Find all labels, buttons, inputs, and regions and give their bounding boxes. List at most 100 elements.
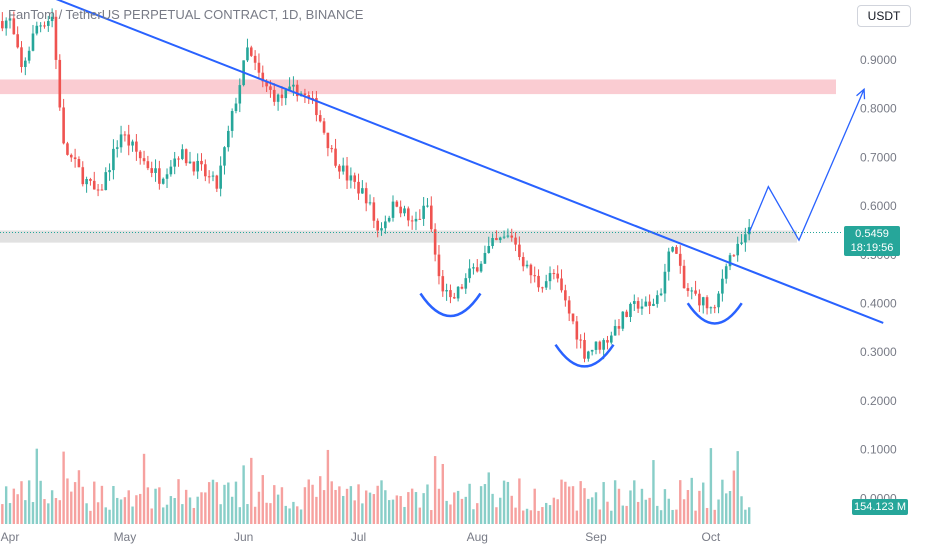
candle-body <box>169 166 173 175</box>
volume-bar <box>234 481 238 524</box>
volume-bar <box>472 509 475 524</box>
volume-bar <box>112 485 115 524</box>
y-tick-label: 0.8000 <box>860 102 897 116</box>
candle-body <box>387 217 391 222</box>
y-tick-label: 0.3000 <box>860 345 897 359</box>
candle-body <box>165 174 169 179</box>
candles <box>1 8 751 363</box>
volume-bar <box>211 479 215 524</box>
candle-body <box>587 351 590 359</box>
candle-body <box>284 89 288 99</box>
candle-body <box>652 303 655 306</box>
candle-body <box>184 149 188 164</box>
volume-bar <box>529 510 533 524</box>
volume-bar <box>154 488 157 524</box>
volume-bar <box>4 486 8 524</box>
candle-body <box>552 273 556 275</box>
candle-body <box>395 201 399 207</box>
candle-body <box>338 165 341 172</box>
volume-bar <box>590 497 594 524</box>
resistance-zone <box>0 79 836 95</box>
candle-body <box>721 278 724 294</box>
volume-bar <box>223 484 226 524</box>
candle-body <box>437 254 441 277</box>
candle-body <box>161 178 165 184</box>
volume-bar <box>303 487 307 524</box>
candle-body <box>456 286 460 299</box>
candle-body <box>648 301 651 306</box>
volume-bar <box>253 506 257 524</box>
volume-bar <box>571 486 575 524</box>
volume-bar <box>552 497 556 524</box>
candle-body <box>495 238 498 241</box>
candle-body <box>414 218 418 222</box>
volume-bar <box>81 486 84 524</box>
volume-bar <box>108 509 111 524</box>
candle-body <box>357 181 360 194</box>
candle-body <box>403 208 406 214</box>
volume-bar <box>533 488 536 524</box>
candle-body <box>261 72 265 82</box>
candle-body <box>460 286 464 289</box>
candle-body <box>713 307 717 309</box>
y-tick-label: 0.7000 <box>860 150 897 164</box>
volume-bar <box>403 506 406 524</box>
candle-body <box>736 243 739 256</box>
candle-body <box>510 235 514 238</box>
volume-bar <box>200 492 203 524</box>
volume-bar <box>564 481 567 524</box>
candle-body <box>407 208 410 221</box>
candle-body <box>410 220 414 222</box>
volume-bar <box>207 482 211 524</box>
candle-body <box>43 25 46 27</box>
volume-bar <box>169 496 173 524</box>
x-tick-label: May <box>114 530 137 544</box>
candle-body <box>525 264 529 267</box>
pattern-arc-head <box>554 343 615 368</box>
quote-currency-button[interactable]: USDT <box>857 5 911 27</box>
candle-body <box>230 111 234 131</box>
volume-bar <box>219 504 222 524</box>
volume-bar <box>39 480 42 524</box>
volume-bar <box>732 470 736 524</box>
candle-body <box>54 16 58 60</box>
volume-bar <box>479 486 483 524</box>
candle-body <box>678 253 682 266</box>
volume-bar <box>579 481 582 524</box>
candle-body <box>89 179 92 181</box>
candle-body <box>196 160 199 172</box>
candle-body <box>418 218 422 220</box>
volume-bar <box>629 490 632 524</box>
candle-body <box>602 340 605 350</box>
volume-bar <box>142 453 146 524</box>
candle-body <box>146 161 150 169</box>
volume-bar <box>66 478 69 524</box>
volume-bar <box>181 504 184 524</box>
volume-bar <box>690 477 693 524</box>
volume-bar <box>721 479 724 524</box>
candle-body <box>204 164 207 177</box>
volume-bar <box>338 486 341 524</box>
x-tick-label: Aug <box>467 530 488 544</box>
volume-bar <box>146 487 150 524</box>
candle-body <box>154 168 157 173</box>
candle-body <box>744 234 747 243</box>
volume-bar <box>407 492 410 524</box>
volume-bar <box>85 503 88 524</box>
candle-body <box>629 303 632 317</box>
volume-bar <box>625 505 628 524</box>
candle-body <box>211 175 215 177</box>
volume-bar <box>495 507 498 524</box>
candle-body <box>200 160 203 165</box>
volume-bar <box>522 510 525 524</box>
candle-body <box>441 276 445 292</box>
candle-body <box>487 246 491 253</box>
candle-body <box>483 252 487 264</box>
candle-body <box>4 20 8 29</box>
candle-body <box>452 297 456 299</box>
volume-bar <box>349 486 353 524</box>
candle-body <box>66 143 69 155</box>
candle-body <box>292 84 295 87</box>
candle-body <box>50 16 54 22</box>
